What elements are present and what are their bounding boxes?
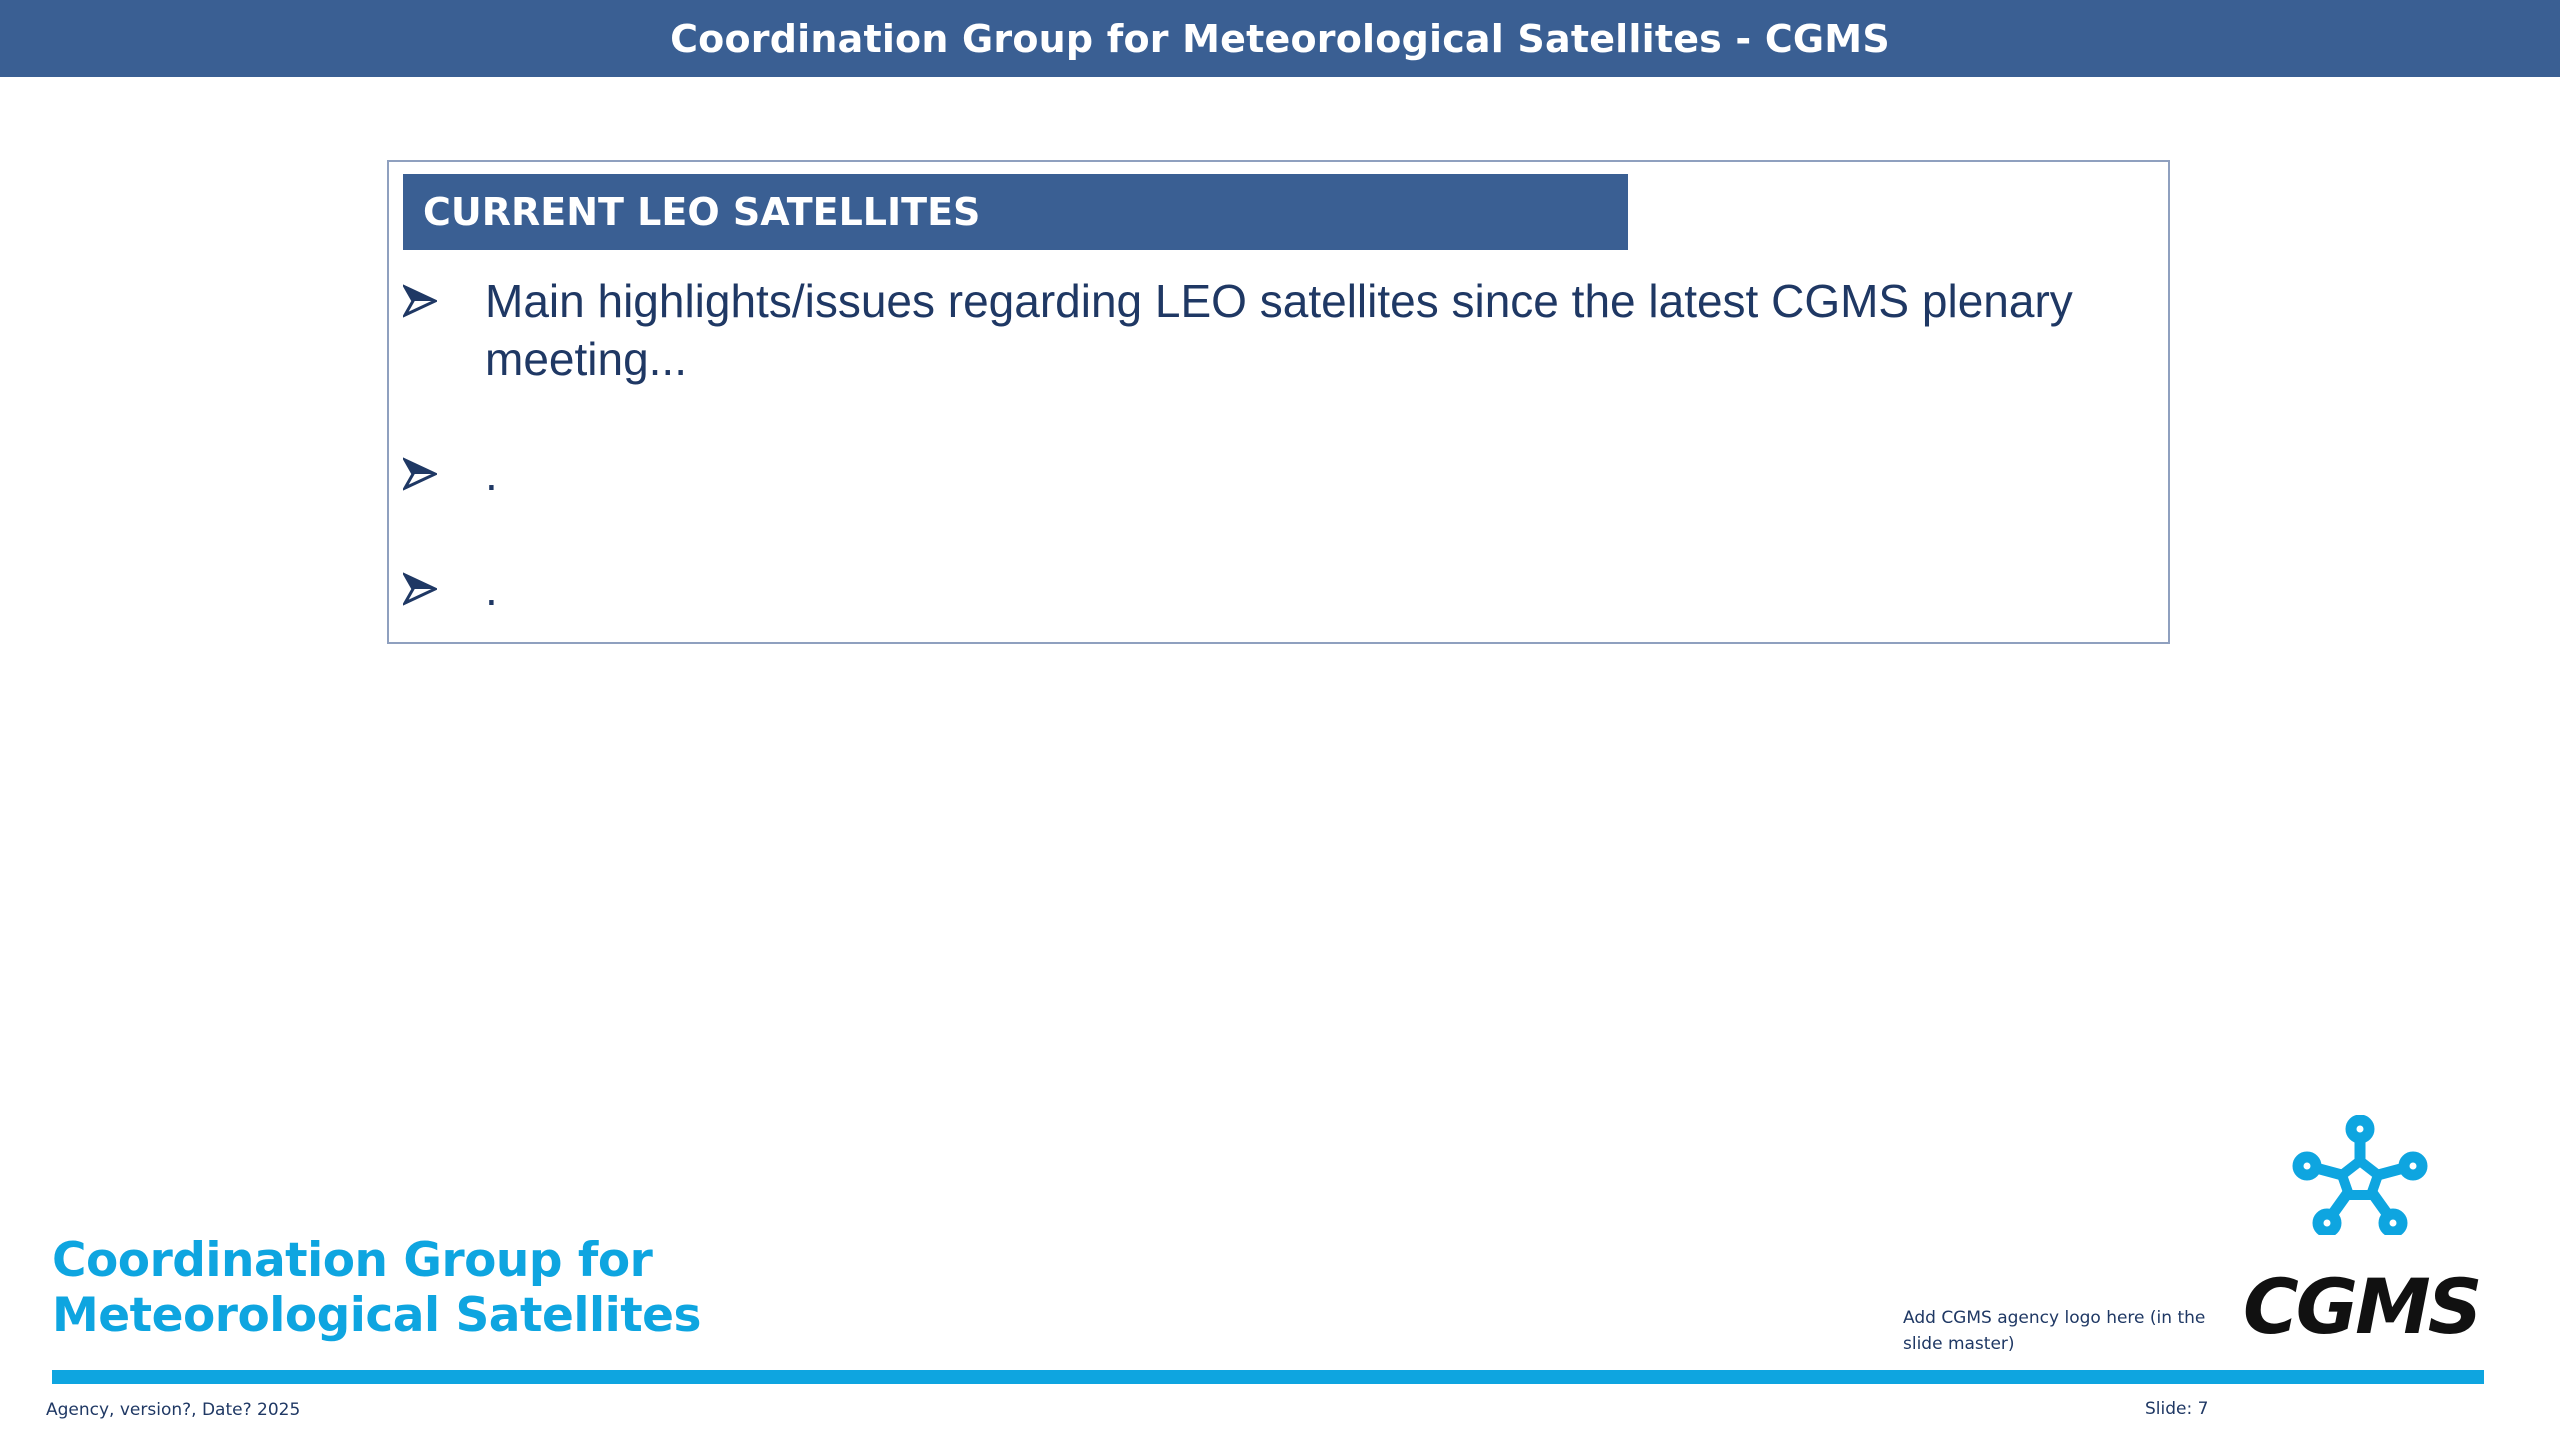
footer-brand-line2: Meteorological Satellites — [52, 1288, 702, 1343]
footer-brand-line1: Coordination Group for — [52, 1233, 653, 1288]
bullet-text: Main highlights/issues regarding LEO sat… — [485, 275, 2073, 385]
arrow-bullet-icon — [403, 572, 437, 606]
slide-number: Slide: 7 — [2145, 1399, 2209, 1419]
section-header: CURRENT LEO SATELLITES — [403, 174, 1628, 250]
bullet-list: Main highlights/issues regarding LEO sat… — [403, 272, 2143, 618]
footer-agency-version-date: Agency, version?, Date? 2025 — [46, 1400, 301, 1420]
top-banner: Coordination Group for Meteorological Sa… — [0, 0, 2560, 77]
cgms-wordmark-logo: CGMS — [2243, 1262, 2483, 1351]
content-box: CURRENT LEO SATELLITES Main highlights/i… — [387, 160, 2170, 644]
footer-divider — [52, 1370, 2484, 1384]
bullet-text: . — [485, 563, 498, 615]
arrow-bullet-icon — [403, 457, 437, 491]
bullet-item: . — [403, 560, 2143, 618]
footer-brand: Coordination Group for Meteorological Sa… — [52, 1233, 702, 1343]
logo-placeholder-note: Add CGMS agency logo here (in the slide … — [1903, 1308, 2206, 1354]
presentation-title: Coordination Group for Meteorological Sa… — [670, 16, 1890, 61]
cgms-star-logo-icon — [2292, 1115, 2428, 1235]
bullet-item: . — [403, 445, 2143, 503]
section-title: CURRENT LEO SATELLITES — [423, 190, 981, 234]
bullet-text: . — [485, 448, 498, 500]
arrow-bullet-icon — [403, 284, 437, 318]
bullet-item: Main highlights/issues regarding LEO sat… — [403, 272, 2143, 388]
